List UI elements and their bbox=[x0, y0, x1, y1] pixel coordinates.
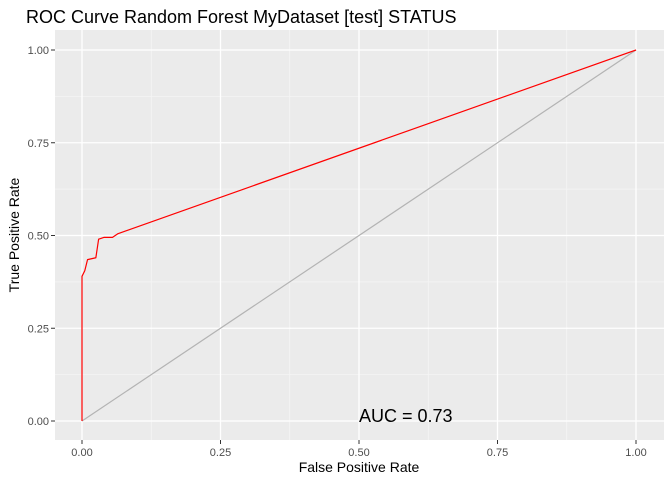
x-tick-label: 0.50 bbox=[348, 447, 369, 459]
y-tick-label: 1.00 bbox=[28, 45, 49, 57]
series-layer bbox=[81, 49, 637, 422]
x-tick-label: 1.00 bbox=[625, 447, 646, 459]
chart-title: ROC Curve Random Forest MyDataset [test]… bbox=[26, 7, 456, 27]
x-tick-label: 0.00 bbox=[71, 447, 92, 459]
x-tick-label: 0.75 bbox=[487, 447, 508, 459]
x-tick-label: 0.25 bbox=[210, 447, 231, 459]
roc-curve-line bbox=[81, 49, 637, 421]
y-axis-title: True Positive Rate bbox=[6, 177, 22, 292]
axis-ticks: 0.00 0.25 0.50 0.75 1.00 0.00 0.25 0.50 0.75 1.00 bbox=[28, 45, 647, 459]
y-tick-label: 0.00 bbox=[28, 416, 49, 428]
y-tick-label: 0.75 bbox=[28, 138, 49, 150]
y-tick-label: 0.50 bbox=[28, 231, 49, 243]
diagonal-reference-line bbox=[81, 49, 637, 422]
y-tick-label: 0.25 bbox=[28, 323, 49, 335]
x-axis-title: False Positive Rate bbox=[299, 459, 420, 475]
auc-annotation: AUC = 0.73 bbox=[359, 406, 453, 426]
